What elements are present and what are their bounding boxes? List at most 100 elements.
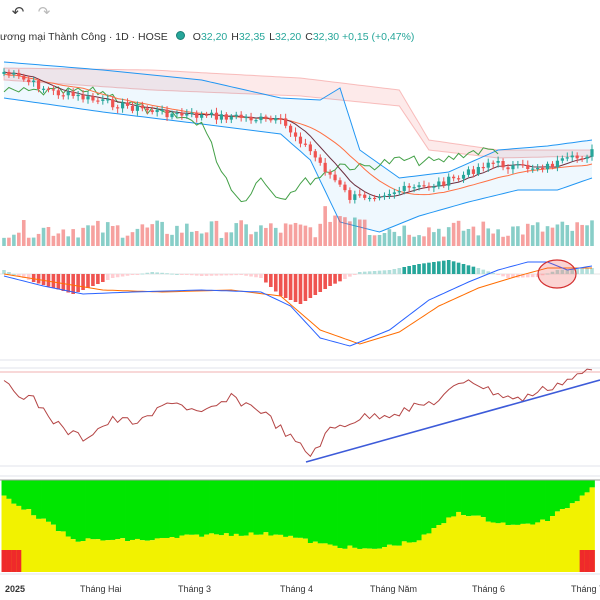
- volume-bar: [427, 227, 431, 246]
- lagging-span-line: [3, 86, 499, 203]
- stacked-yellow-bar: [36, 518, 42, 572]
- candle-body: [521, 164, 525, 166]
- stacked-green-bar: [377, 480, 383, 549]
- stacked-green-bar: [293, 480, 299, 538]
- stacked-green-bar: [535, 480, 541, 523]
- volume-bar: [387, 229, 392, 246]
- volume-bar: [209, 221, 214, 246]
- macd-histogram-bar: [451, 261, 456, 274]
- candle-body: [244, 116, 248, 119]
- volume-bar: [259, 225, 263, 246]
- candle-body: [348, 190, 352, 200]
- candle-body: [397, 190, 401, 193]
- macd-histogram-bar: [575, 268, 579, 274]
- stacked-yellow-bar: [550, 516, 556, 572]
- stacked-green-bar: [545, 480, 551, 522]
- stacked-green-bar: [268, 480, 274, 536]
- candle-body: [323, 162, 327, 172]
- macd-histogram-bar: [273, 274, 278, 292]
- volume-bar: [56, 233, 61, 246]
- volume-bar: [377, 234, 382, 246]
- volume-bar: [86, 225, 90, 246]
- redo-icon[interactable]: ↷: [37, 4, 51, 21]
- candle-body: [506, 167, 510, 170]
- x-axis-label-2: Tháng 3: [178, 584, 211, 594]
- candle-body: [466, 169, 471, 175]
- stacked-yellow-bar: [421, 534, 427, 572]
- stacked-yellow-bar: [589, 487, 595, 572]
- volume-bar: [328, 221, 332, 246]
- volume-bar: [36, 233, 41, 246]
- volume-bar: [264, 227, 268, 246]
- candle-body: [491, 162, 495, 164]
- candle-body: [27, 79, 31, 83]
- stacked-green-bar: [569, 480, 576, 504]
- stacked-green-bar: [436, 480, 442, 526]
- volume-bar: [570, 230, 575, 246]
- candle-body: [56, 90, 60, 96]
- macd-histogram-bar: [590, 268, 594, 274]
- candle-body: [175, 112, 179, 115]
- macd-histogram-bar: [392, 269, 397, 274]
- stacked-red-bar: [1, 550, 7, 572]
- volume-bar: [204, 232, 209, 246]
- stacked-yellow-bar: [26, 509, 32, 572]
- stacked-yellow-bar: [120, 538, 126, 572]
- stacked-green-bar: [347, 480, 353, 546]
- stacked-yellow-bar: [475, 515, 482, 572]
- volume-bar: [585, 225, 589, 246]
- stacked-green-bar: [258, 480, 264, 535]
- stacked-yellow-bar: [293, 537, 299, 572]
- stacked-green-bar: [228, 480, 235, 536]
- stacked-green-bar: [149, 480, 156, 541]
- stacked-yellow-bar: [461, 515, 467, 572]
- candle-body: [7, 71, 11, 75]
- macd-histogram-bar: [545, 273, 550, 275]
- candle-body: [274, 118, 278, 121]
- stacked-yellow-bar: [95, 539, 101, 572]
- macd-histogram-bar: [175, 274, 179, 275]
- macd-histogram-bar: [511, 274, 515, 278]
- stacked-green-bar: [209, 480, 215, 534]
- candle-body: [66, 91, 70, 96]
- candle-body: [387, 193, 392, 196]
- stacked-green-bar: [510, 480, 516, 525]
- macd-histogram-bar: [427, 262, 431, 274]
- macd-histogram-bar: [323, 274, 327, 289]
- volume-bar: [313, 237, 318, 246]
- volume-bar: [61, 229, 66, 246]
- macd-histogram-group: [2, 260, 594, 304]
- stacked-yellow-bar: [154, 538, 161, 572]
- symbol-title[interactable]: ương mại Thành Công · 1D · HOSE: [0, 31, 168, 43]
- candle-body: [17, 72, 21, 76]
- macd-histogram-bar: [293, 274, 298, 302]
- candle-body: [442, 181, 446, 186]
- macd-histogram-bar: [466, 265, 471, 274]
- candle-body: [377, 196, 382, 199]
- macd-histogram-bar: [585, 268, 589, 274]
- stacked-yellow-bar: [21, 509, 27, 572]
- macd-histogram-bar: [120, 274, 125, 277]
- macd-histogram-bar: [476, 268, 481, 274]
- stacked-green-bar: [46, 480, 52, 522]
- candle-body: [333, 174, 337, 181]
- candle-body: [254, 120, 258, 122]
- stacked-green-bar: [337, 480, 343, 549]
- volume-bar: [476, 235, 481, 246]
- candle-body: [200, 114, 204, 118]
- macd-histogram-bar: [66, 274, 71, 293]
- candle-body: [471, 169, 476, 174]
- high-label: H: [231, 31, 239, 43]
- stacked-yellow-bar: [263, 532, 269, 572]
- undo-icon[interactable]: ↶: [11, 4, 25, 21]
- bollinger-upper-line: [3, 61, 593, 179]
- stacked-green-bar: [6, 480, 12, 499]
- macd-histogram-bar: [397, 268, 402, 274]
- volume-bar: [12, 234, 16, 246]
- macd-histogram-bar: [580, 268, 584, 274]
- volume-bar: [357, 219, 362, 246]
- volume-bar: [451, 222, 456, 246]
- volume-bar: [125, 235, 130, 246]
- macd-histogram-bar: [446, 260, 451, 274]
